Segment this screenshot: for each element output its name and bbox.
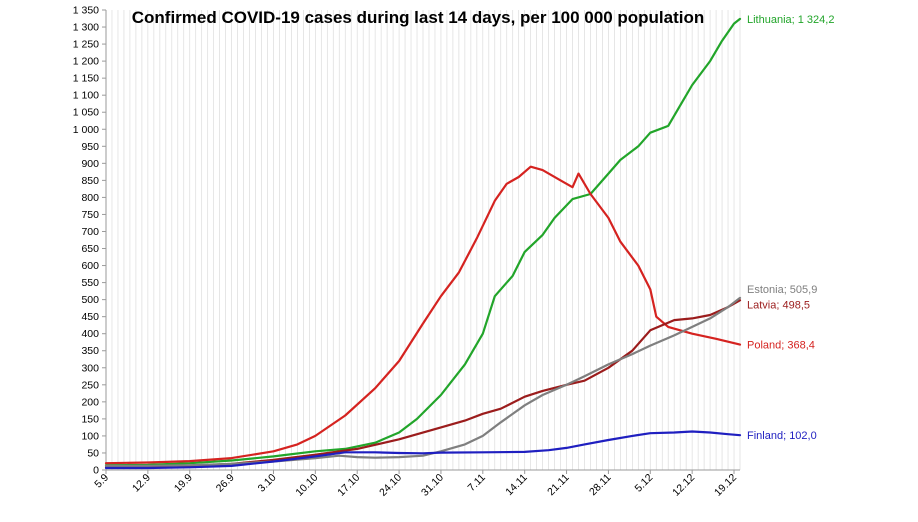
series-line-poland xyxy=(104,165,742,465)
y-tick-label: 1 150 xyxy=(73,73,99,85)
series-line-latvia xyxy=(104,299,742,469)
axes xyxy=(105,10,740,471)
y-tick-label: 850 xyxy=(81,175,99,187)
y-tick-label: 450 xyxy=(81,311,99,323)
y-tick-label: 500 xyxy=(81,294,99,306)
y-tick-label: 250 xyxy=(81,379,99,391)
series-label-finland: Finland; 102,0 xyxy=(747,430,817,442)
y-tick-label: 1 050 xyxy=(73,107,99,119)
y-tick-label: 350 xyxy=(81,345,99,357)
y-tick-label: 300 xyxy=(81,362,99,374)
y-tick-label: 1 300 xyxy=(73,22,99,34)
y-tick-label: 1 000 xyxy=(73,124,99,136)
y-tick-label: 100 xyxy=(81,430,99,442)
y-tick-label: 50 xyxy=(87,447,99,459)
y-tick-label: 150 xyxy=(81,413,99,425)
y-tick-label: 200 xyxy=(81,396,99,408)
y-tick-label: 900 xyxy=(81,158,99,170)
y-tick-label: 750 xyxy=(81,209,99,221)
series-label-poland: Poland; 368,4 xyxy=(747,340,815,352)
y-tick-label: 650 xyxy=(81,243,99,255)
series-label-latvia: Latvia; 498,5 xyxy=(747,299,810,311)
y-tick-label: 800 xyxy=(81,192,99,204)
y-axis-ticks: 0 50 100 150 200 250 300 350 400 450 500 550 600 650 7… xyxy=(73,5,106,477)
series-labels: Lithuania; 1 324,2 Poland; 368,4 Latvia; 4… xyxy=(747,14,834,442)
grid-lines xyxy=(105,10,741,470)
y-tick-label: 400 xyxy=(81,328,99,340)
y-tick-label: 600 xyxy=(81,260,99,272)
y-tick-label: 700 xyxy=(81,226,99,238)
y-tick-label: 1 100 xyxy=(73,90,99,102)
series-line-lithuania xyxy=(104,17,742,467)
y-tick-label: 0 xyxy=(93,465,99,477)
y-tick-label: 1 350 xyxy=(73,5,99,17)
y-tick-label: 1 250 xyxy=(73,39,99,51)
series-lines xyxy=(104,17,742,470)
series-label-lithuania: Lithuania; 1 324,2 xyxy=(747,14,834,26)
y-tick-label: 1 200 xyxy=(73,56,99,68)
series-label-estonia: Estonia; 505,9 xyxy=(747,284,817,296)
y-tick-label: 950 xyxy=(81,141,99,153)
y-tick-label: 550 xyxy=(81,277,99,289)
series-line-finland xyxy=(104,430,742,470)
chart-title: Confirmed COVID-19 cases during last 14 … xyxy=(132,8,705,27)
